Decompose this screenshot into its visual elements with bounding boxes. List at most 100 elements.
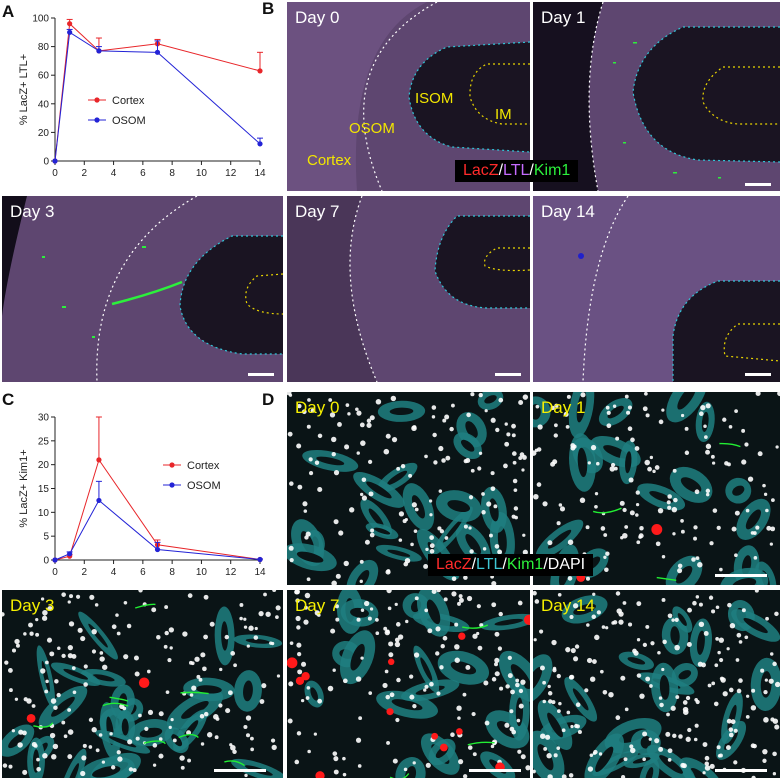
nucleus [35, 632, 40, 637]
nucleus [295, 615, 301, 622]
data-point-osom [67, 29, 73, 35]
nucleus [486, 501, 492, 507]
nucleus [481, 510, 486, 515]
nucleus [331, 451, 336, 457]
nucleus [673, 497, 678, 503]
nucleus [356, 617, 361, 622]
nucleus [645, 676, 651, 682]
nucleus [117, 756, 123, 762]
nucleus [672, 532, 676, 536]
tubule-lumen [732, 485, 745, 496]
kim1-signal [656, 576, 677, 582]
nucleus [451, 403, 455, 408]
nucleus [424, 684, 429, 689]
nucleus [614, 466, 618, 471]
nucleus [17, 742, 23, 748]
nucleus [359, 492, 364, 497]
nucleus [557, 592, 562, 597]
nucleus [649, 455, 654, 460]
scale-bar [745, 183, 771, 186]
nucleus [342, 756, 346, 761]
nucleus [490, 744, 495, 749]
nucleus [642, 757, 646, 762]
legend-marker [94, 97, 100, 103]
nucleus [703, 631, 709, 636]
nucleus [665, 731, 671, 737]
nucleus [409, 674, 414, 679]
nucleus [71, 666, 76, 671]
nucleus [164, 605, 169, 610]
nucleus [158, 711, 164, 717]
data-point-osom [257, 556, 263, 563]
nucleus [63, 734, 68, 739]
tubule-lumen [316, 456, 345, 466]
nucleus [203, 711, 209, 717]
nucleus [288, 393, 293, 397]
panel-letter-b: B [262, 0, 275, 18]
nucleus [741, 428, 746, 433]
nucleus [289, 641, 294, 646]
nucleus [436, 590, 441, 593]
tubule-lumen [572, 688, 589, 711]
nucleus [547, 684, 551, 689]
nucleus [694, 723, 699, 728]
y-axis-label: % LacZ+ Kim1+ [18, 449, 30, 527]
nucleus [725, 745, 731, 751]
lacz-cell [138, 677, 150, 689]
nucleus [189, 693, 194, 697]
nucleus [514, 515, 518, 520]
nucleus [635, 490, 640, 495]
nucleus [404, 557, 411, 564]
nucleus [605, 405, 610, 410]
nucleus [454, 622, 459, 627]
nucleus [441, 458, 446, 463]
nucleus [188, 660, 193, 665]
nucleus [67, 754, 73, 760]
panel-d-stain-legend: LacZ/LTL/Kim1/DAPI [428, 554, 594, 576]
nucleus [594, 634, 600, 641]
nucleus [760, 668, 765, 673]
nucleus [639, 693, 645, 699]
nucleus [521, 468, 525, 472]
kidney-section [2, 196, 283, 382]
nucleus [561, 728, 566, 733]
nucleus [667, 748, 673, 754]
legend-label: OSOM [187, 480, 221, 492]
tubule-lumen [497, 526, 507, 555]
nucleus [565, 424, 570, 429]
tubule-lumen [221, 621, 229, 651]
nucleus [81, 755, 87, 761]
nucleus [585, 576, 591, 581]
nucleus [333, 756, 339, 762]
nucleus [709, 541, 714, 546]
nucleus [707, 683, 712, 688]
nucleus [259, 699, 265, 704]
legend-separator: / [502, 556, 507, 573]
nucleus [297, 669, 303, 675]
nucleus [518, 688, 524, 694]
kidney-section [533, 2, 780, 191]
kim1-signal [180, 691, 209, 695]
nucleus [551, 639, 557, 646]
tubule-lumen [595, 746, 614, 772]
nucleus [405, 619, 409, 624]
nucleus [566, 394, 571, 399]
nucleus [635, 513, 639, 517]
data-point-osom [52, 158, 58, 164]
nucleus [375, 399, 382, 405]
nucleus [547, 774, 553, 778]
tubule-lumen [450, 661, 477, 675]
nucleus [517, 600, 523, 606]
nucleus [248, 625, 254, 631]
lacz-cell [387, 658, 395, 666]
tubule-lumen [426, 599, 441, 625]
tubule-lumen [690, 767, 713, 778]
x-tick-label: 4 [111, 168, 117, 179]
nucleus [595, 461, 600, 466]
nucleus [2, 612, 5, 617]
nucleus [287, 718, 293, 724]
nucleus [686, 641, 692, 647]
legend-kim1: Kim1 [533, 162, 571, 179]
region-label-isom: ISOM [415, 90, 454, 107]
nucleus [152, 763, 157, 767]
